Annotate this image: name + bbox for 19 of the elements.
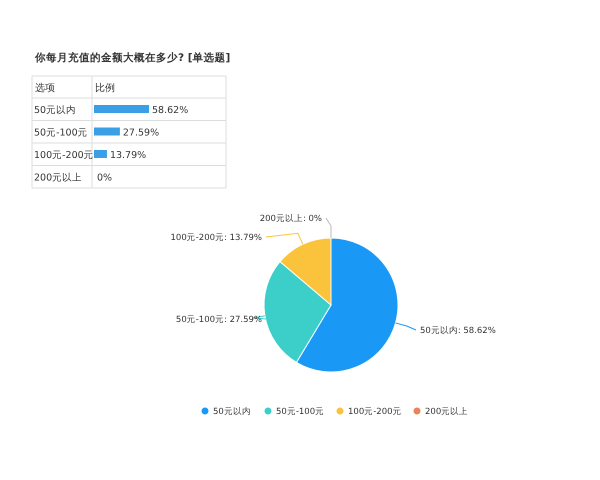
text: 200元以上: 0% <box>260 214 322 224</box>
data-label: 50元以内: 58.62% <box>420 325 496 336</box>
legend-label: 100元-200元 <box>348 406 402 417</box>
data-label: 58.62% <box>152 105 188 116</box>
data-label: 50元-100元: 27.59% <box>176 314 262 325</box>
data-label: 100元-200元: 13.79% <box>170 232 262 243</box>
data-label: 13.79% <box>110 150 146 161</box>
chart-title: 你每月充值的金额大概在多少? [单选题] <box>34 51 230 64</box>
y-tick-label: 200元以上 <box>34 172 82 184</box>
legend-label: 200元以上 <box>425 406 468 417</box>
legend-label: 50元以内 <box>213 406 251 417</box>
y-tick-label: 50元-100元 <box>34 128 88 138</box>
data-label: 27.59% <box>122 128 160 138</box>
y-tick-label: 50元以内 <box>34 104 76 116</box>
data-label: 0% <box>97 172 112 184</box>
y-axis-title: 选项 <box>35 82 55 94</box>
y-tick-label: 100元-200元 <box>34 150 94 161</box>
legend-label: 50元-100元 <box>276 406 324 417</box>
x-axis-title: 比例 <box>95 82 115 94</box>
